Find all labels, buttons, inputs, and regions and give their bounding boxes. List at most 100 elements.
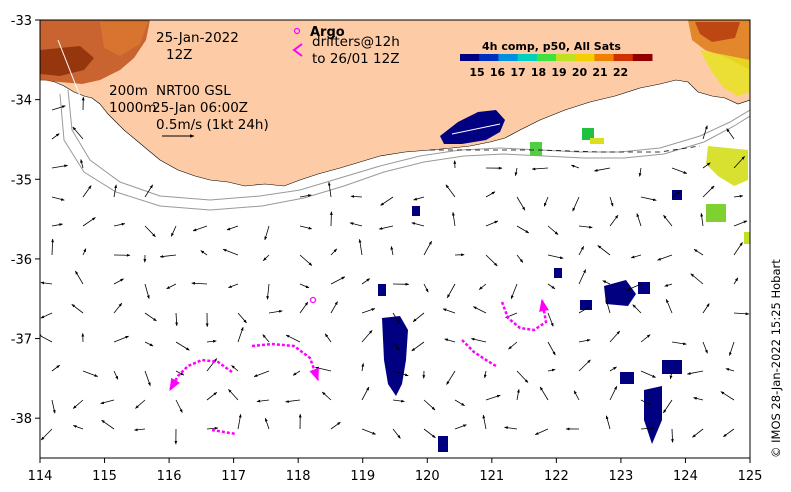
scale-label: 0.5m/s (1kt 24h) [156,117,269,133]
current-vector [442,308,456,314]
x-tick-label: 118 [286,469,311,484]
current-vector [51,364,60,372]
y-axis: -33 -34 -35 -36 -37 -38 [11,14,40,427]
current-vector [572,196,580,212]
current-vector [82,217,96,227]
current-vector [482,414,487,430]
current-vector [578,225,593,229]
drifter-track-3 [211,428,237,436]
sst-patch-small-1 [412,206,420,216]
current-vector [578,338,591,343]
current-vector [82,248,87,256]
contour-1000-label: 1000m [109,100,157,116]
current-vector [657,254,673,261]
current-vector [380,196,394,206]
current-vector [733,312,750,316]
sst-patch-small-5 [620,372,634,384]
current-vector [144,184,153,198]
drifter-track-1 [168,358,233,392]
current-vector [82,370,98,377]
product-label: NRT00 GSL [156,83,231,99]
current-vector [390,246,394,256]
current-vector [175,341,190,351]
current-vector [640,426,655,430]
current-vector [478,283,487,290]
sst-patch-green-1 [582,128,594,140]
x-tick-label: 114 [28,469,53,484]
current-vector [690,273,704,285]
current-vector [638,167,642,177]
current-vector [605,415,611,430]
current-vector [222,248,239,256]
x-tick-label: 117 [221,469,246,484]
current-vector [330,276,346,285]
sst-patch-small-6 [662,360,682,374]
current-vector [445,184,456,198]
current-vector [324,333,332,343]
x-axis: 114 115 116 117 118 119 120 121 122 123 124 125 [28,458,762,484]
current-vector [392,312,401,325]
current-vector [692,428,704,438]
current-vector [299,254,313,266]
current-vector [40,428,53,441]
argo-float [309,296,317,304]
current-vector [516,388,520,401]
argo-legend-label: Argo [310,25,345,40]
current-vector [392,399,405,403]
contour-1000m [59,93,750,211]
drifter-track-2 [251,342,320,382]
current-vector [361,278,371,285]
current-vector [733,277,739,285]
current-vector [51,399,56,414]
colorbar-swatch [479,54,499,61]
current-vector [702,162,711,169]
current-vector [231,365,239,372]
current-vector [663,399,673,414]
current-vector [135,399,146,409]
colorbar [460,54,653,61]
current-vector [723,428,735,438]
current-vector [263,254,270,261]
current-vector [299,301,309,314]
colorbar-swatch [575,54,595,61]
drifter-legend-icon [292,43,303,57]
sst-patch-east-1 [604,280,636,306]
current-vector [51,196,65,201]
current-vector [51,238,54,256]
colorbar-swatch [460,54,480,61]
date-label: 25-Jan-2022 [156,30,239,46]
current-vector [321,391,332,401]
current-vector [664,283,673,287]
current-vector [361,386,370,401]
current-vector [720,391,735,401]
current-vector [733,220,748,227]
y-tick-label: -34 [11,94,32,109]
current-vector [451,211,456,227]
current-vector [483,370,487,379]
current-vector [663,214,673,227]
drifter-tracks [168,298,549,436]
contour-200-label: 200m [109,83,148,99]
drifter-until-label: to 26/01 12Z [312,51,399,67]
current-vector [609,385,618,401]
current-vector [630,254,642,259]
colorbar-tick-label: 20 [572,66,588,79]
current-vector [80,159,84,169]
current-vector [640,196,657,202]
current-vector [299,283,310,289]
current-vector [268,309,283,314]
current-vector [516,370,529,383]
sst-patch-bight [440,110,505,144]
current-vector [485,191,496,198]
current-vector [292,370,301,376]
current-vector [144,370,151,387]
current-vector [256,399,270,403]
current-vector [191,281,208,285]
current-vector [702,125,708,140]
current-vector [378,225,394,230]
current-vector [640,334,651,343]
plot-frame [39,19,751,459]
contour-200m [67,89,750,201]
drifter-track-4 [461,339,497,368]
streak-2 [57,39,81,97]
